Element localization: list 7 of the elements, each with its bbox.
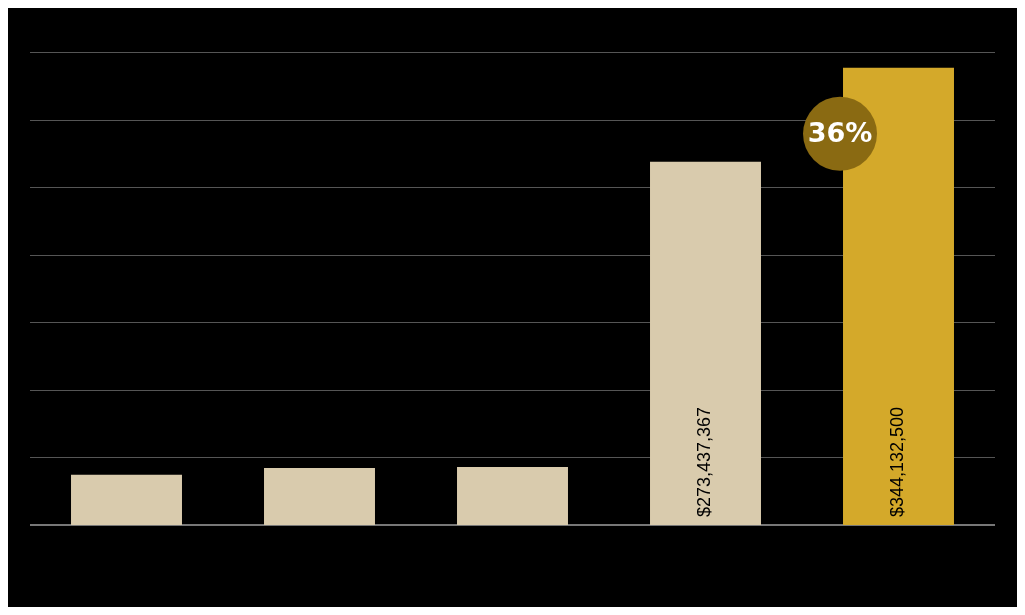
data-label: $273,437,367 bbox=[694, 406, 715, 517]
bar bbox=[650, 161, 761, 525]
bar bbox=[457, 467, 568, 525]
bar bbox=[264, 468, 375, 525]
bar bbox=[71, 474, 182, 525]
data-label: $344,132,500 bbox=[887, 406, 908, 517]
annotation: 36% bbox=[807, 116, 873, 148]
